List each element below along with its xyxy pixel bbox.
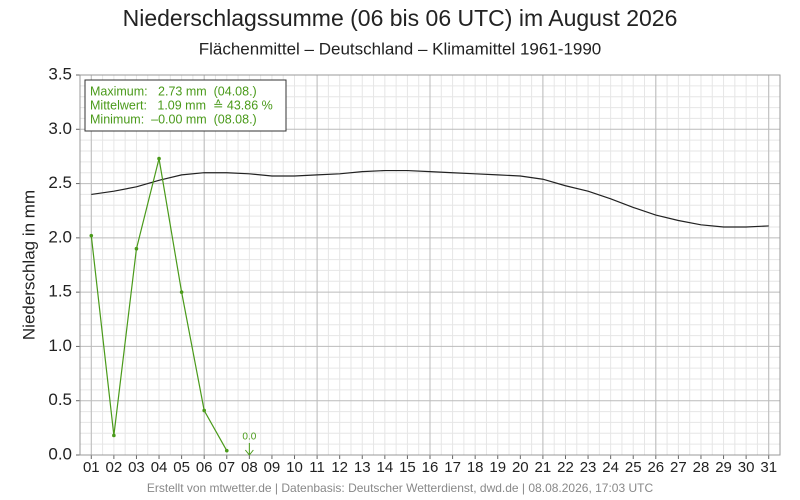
y-tick-label: 2.5 (48, 173, 72, 192)
x-tick-label: 21 (535, 459, 552, 476)
x-tick-label: 23 (580, 459, 597, 476)
data-point (157, 156, 161, 161)
plot-border (79, 74, 781, 456)
x-tick-label: 12 (331, 459, 348, 476)
info-line: Maximum: 2.73 mm (04.08.) (90, 84, 257, 98)
x-tick-label: 02 (106, 459, 123, 476)
y-tick-label: 0.5 (48, 390, 72, 409)
x-tick-label: 31 (760, 459, 777, 476)
info-line: Minimum: –0.00 mm (08.08.) (90, 112, 257, 126)
x-tick-label: 15 (399, 459, 416, 476)
x-tick-label: 03 (128, 459, 145, 476)
marker-label: 0.0 (242, 432, 256, 443)
x-tick-label: 11 (309, 459, 325, 476)
x-tick-label: 20 (512, 459, 529, 476)
current-marker (244, 443, 254, 456)
y-tick-label: 0.0 (48, 444, 72, 463)
data-point (89, 233, 94, 238)
x-tick-label: 10 (286, 459, 303, 476)
x-tick-label: 13 (354, 459, 371, 476)
x-tick-label: 29 (715, 459, 732, 476)
y-tick-label: 2.0 (48, 227, 72, 246)
x-tick-label: 01 (83, 459, 100, 476)
x-tick-label: 26 (647, 459, 664, 476)
marker-arrow (244, 443, 254, 456)
x-tick-label: 19 (489, 459, 506, 476)
x-tick-label: 05 (173, 459, 190, 476)
y-tick-label: 3.5 (48, 64, 72, 83)
chart-title: Niederschlagssumme (06 bis 06 UTC) im Au… (123, 5, 678, 31)
data-point (202, 408, 206, 413)
data-point (112, 433, 116, 438)
x-tick-label: 22 (557, 459, 574, 476)
x-tick-label: 18 (467, 459, 484, 476)
data-point (224, 448, 229, 453)
data-point (179, 290, 184, 294)
x-tick-label: 24 (602, 459, 619, 476)
x-tick-label: 27 (670, 459, 687, 476)
info-line: Mittelwert: 1.09 mm ≙ 43.86 % (90, 98, 273, 112)
x-tick-label: 17 (444, 459, 461, 476)
data-point (134, 246, 139, 251)
x-tick-label: 25 (625, 459, 642, 476)
x-tick-label: 07 (218, 459, 235, 476)
y-axis-label: Niederschlag in mm (19, 190, 38, 340)
y-tick-label: 3.0 (48, 119, 72, 138)
x-tick-label: 14 (376, 459, 393, 476)
x-tick-label: 28 (693, 459, 710, 476)
x-tick-label: 09 (264, 459, 281, 476)
info-box (84, 79, 287, 132)
x-tick-label: 08 (241, 459, 258, 476)
y-tick-label: 1.5 (48, 282, 72, 301)
y-tick-label: 1.0 (48, 336, 72, 355)
footer: Erstellt von mtwetter.de | Datenbasis: D… (147, 481, 654, 495)
x-tick-label: 06 (196, 459, 213, 476)
data-line (91, 169, 769, 228)
x-tick-label: 30 (738, 459, 755, 476)
x-tick-label: 04 (151, 459, 168, 476)
x-tick-label: 16 (422, 459, 439, 476)
chart-subtitle: Flächenmittel – Deutschland – Klimamitte… (199, 39, 602, 58)
